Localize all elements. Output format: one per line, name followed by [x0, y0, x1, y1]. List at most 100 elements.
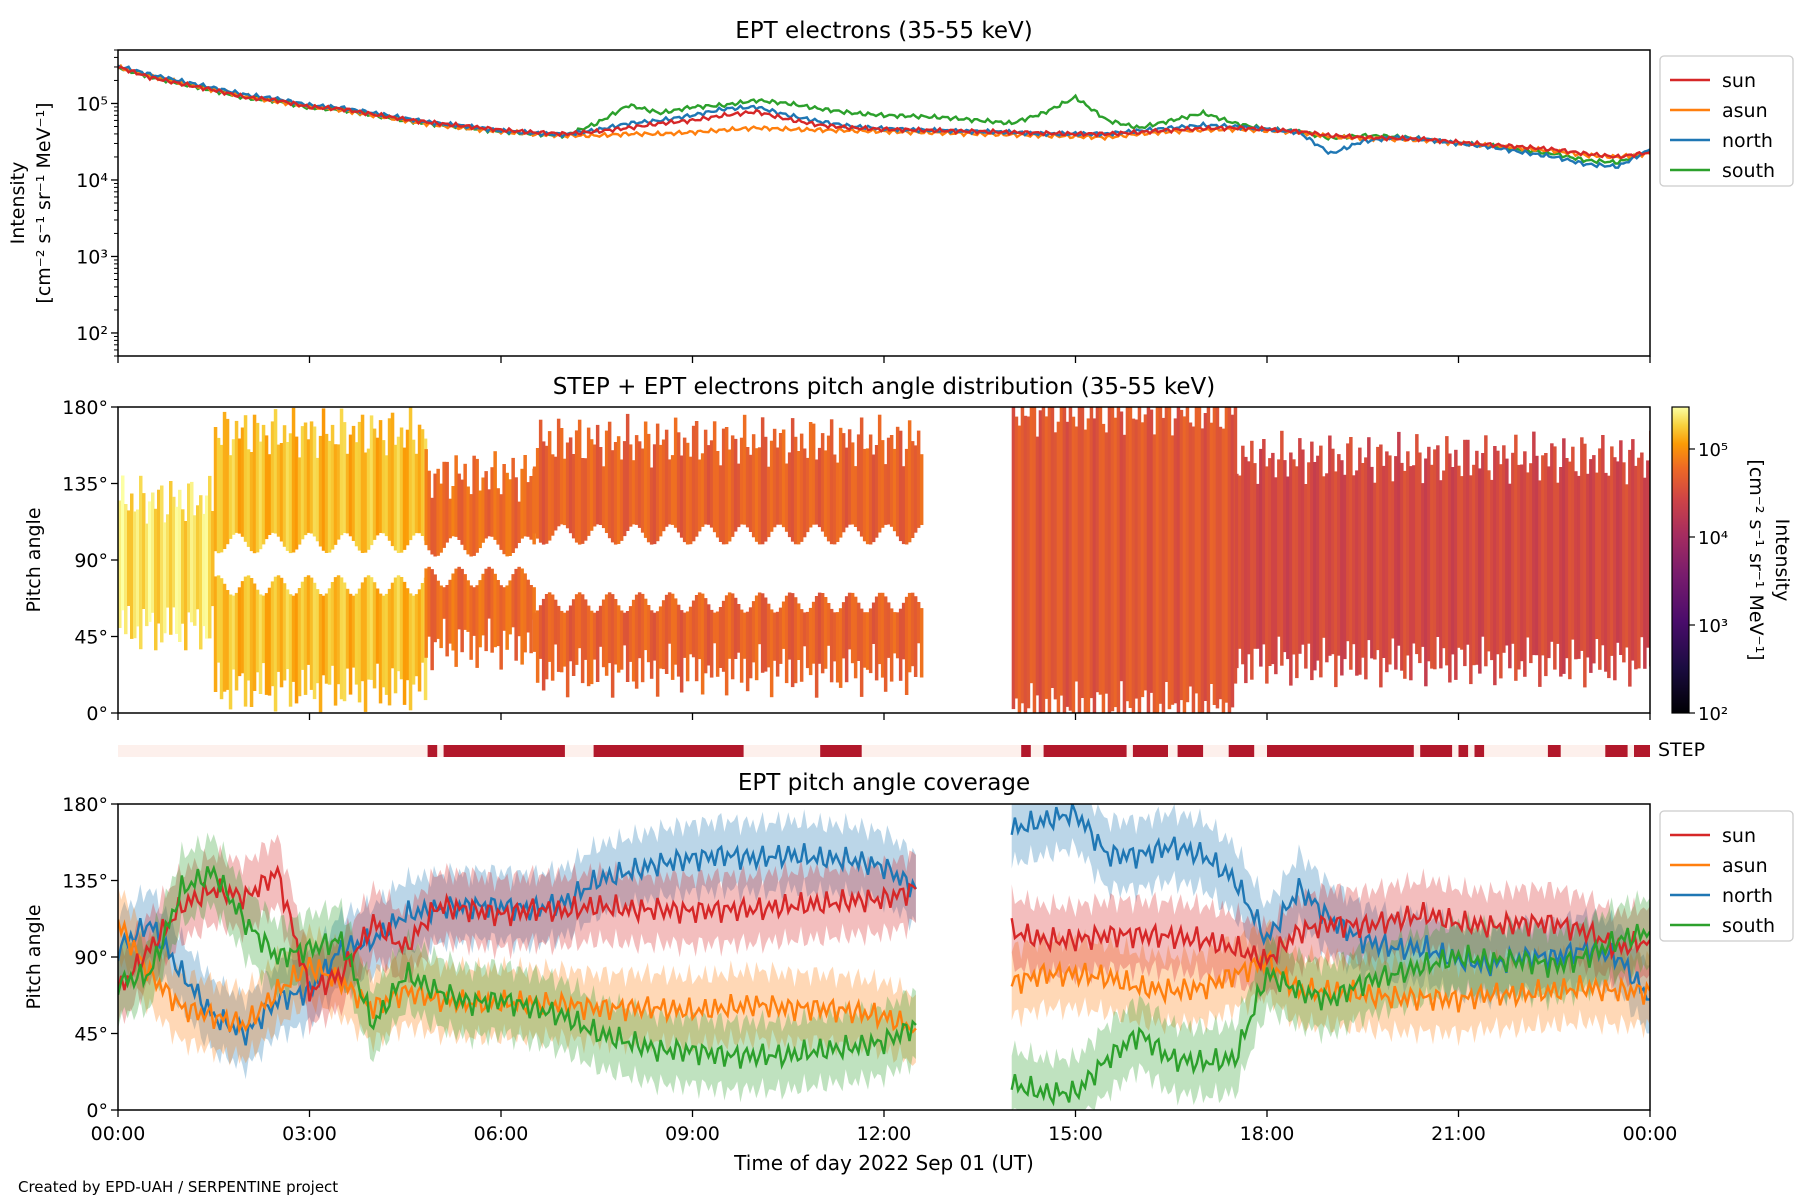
heatmap-cell [1580, 437, 1584, 651]
heatmap-cell [739, 609, 744, 683]
heatmap-cell [523, 455, 527, 537]
heatmap-cell [658, 444, 663, 537]
heatmap-cell [574, 594, 579, 665]
y-tick-label: 10² [76, 323, 108, 345]
heatmap-cell [336, 575, 341, 685]
heatmap-cell [742, 612, 747, 659]
heatmap-cell [231, 595, 236, 670]
heatmap-cell [1382, 465, 1386, 658]
heatmap-cell [1164, 407, 1169, 682]
heatmap-cell [240, 581, 245, 674]
heatmap-cell [1478, 468, 1482, 674]
heatmap-cell [1436, 445, 1440, 637]
heatmap-cell [408, 593, 413, 711]
heatmap-cell [688, 456, 693, 545]
heatmap-cell [667, 592, 672, 644]
heatmap-cell [493, 573, 497, 648]
x-tick-label: 06:00 [474, 1123, 529, 1145]
colorbar-tick-label: 10² [1698, 704, 1728, 725]
heatmap-cell [814, 596, 819, 698]
heatmap-cell [877, 592, 882, 665]
heatmap-cell [1346, 443, 1350, 642]
heatmap-cell [1481, 453, 1485, 637]
heatmap-cell [454, 568, 458, 667]
heatmap-cell [178, 489, 182, 642]
heatmap-cell [748, 607, 753, 679]
heatmap-cell [1065, 421, 1070, 707]
heatmap-cell [384, 593, 389, 695]
heatmap-cell [1640, 452, 1644, 638]
heatmap-cell [219, 578, 224, 700]
heatmap-cell [457, 566, 461, 630]
heatmap-cell [139, 475, 143, 650]
heatmap-cell [691, 425, 696, 542]
heatmap-cell [414, 594, 419, 677]
heatmap-cell [151, 492, 155, 613]
heatmap-cell [592, 444, 597, 527]
heatmap-cell [225, 418, 230, 545]
heatmap-cell [205, 495, 209, 639]
series-line-asun [118, 919, 917, 1035]
heatmap-cell [1397, 431, 1401, 646]
heatmap-cell [586, 427, 591, 536]
heatmap-cell [199, 495, 203, 650]
heatmap-cell [445, 585, 449, 657]
heatmap-cell [1152, 434, 1157, 713]
heatmap-cell [685, 442, 690, 545]
heatmap-cell [297, 457, 302, 545]
heatmap-cell [688, 606, 693, 655]
heatmap-cell [472, 587, 476, 636]
heatmap-cell [508, 580, 512, 635]
heatmap-cell [787, 452, 792, 538]
heatmap-cell [439, 585, 443, 649]
heatmap-cell [469, 585, 473, 660]
heatmap-cell [163, 522, 167, 634]
heatmap-cell [1185, 407, 1190, 703]
heatmap-cell [348, 593, 353, 695]
heatmap-cell [859, 417, 864, 537]
heatmap-cell [1104, 432, 1109, 694]
heatmap-cell [127, 510, 131, 606]
heatmap-cell [604, 594, 609, 676]
heatmap-cell [231, 439, 236, 535]
heatmap-cell [718, 607, 723, 668]
legend-label-sun: sun [1722, 825, 1756, 847]
heatmap-cell [211, 511, 215, 607]
heatmap-cell [478, 490, 482, 549]
step-on-interval [1634, 745, 1650, 757]
heatmap-cell [136, 509, 140, 627]
heatmap-cell [748, 454, 753, 532]
heatmap-cell [739, 437, 744, 525]
step-on-interval [443, 745, 565, 757]
heatmap-cell [169, 481, 173, 635]
panel1-ylabel-line2: [cm⁻² s⁻¹ sr⁻¹ MeV⁻¹] [33, 102, 55, 303]
heatmap-cell [664, 429, 669, 527]
heatmap-cell [460, 479, 464, 545]
heatmap-cell [300, 581, 305, 670]
heatmap-cell [1589, 459, 1593, 673]
heatmap-cell [661, 600, 666, 670]
heatmap-cell [1532, 431, 1536, 656]
heatmap-cell [327, 588, 332, 685]
heatmap-cell [1616, 461, 1620, 643]
heatmap-cell [475, 585, 479, 668]
heatmap-cell [351, 595, 356, 668]
heatmap-cell [787, 592, 792, 660]
heatmap-cell [484, 568, 488, 652]
heatmap-cell [1490, 479, 1494, 661]
heatmap-cell [369, 415, 374, 546]
step-on-interval [1021, 745, 1031, 757]
heatmap-cell [1080, 407, 1085, 698]
heatmap-cell [1253, 463, 1257, 649]
heatmap-cell [372, 428, 377, 540]
heatmap-cell [733, 438, 738, 532]
heatmap-cell [249, 578, 254, 707]
heatmap-cell [402, 581, 407, 705]
heatmap-cell [460, 568, 464, 653]
heatmap-cell [697, 592, 702, 660]
heatmap-cell [1224, 407, 1229, 703]
heatmap-cell [282, 425, 287, 547]
heatmap-cell [562, 458, 567, 526]
heatmap-cell [442, 461, 446, 548]
heatmap-cell [1343, 474, 1347, 660]
